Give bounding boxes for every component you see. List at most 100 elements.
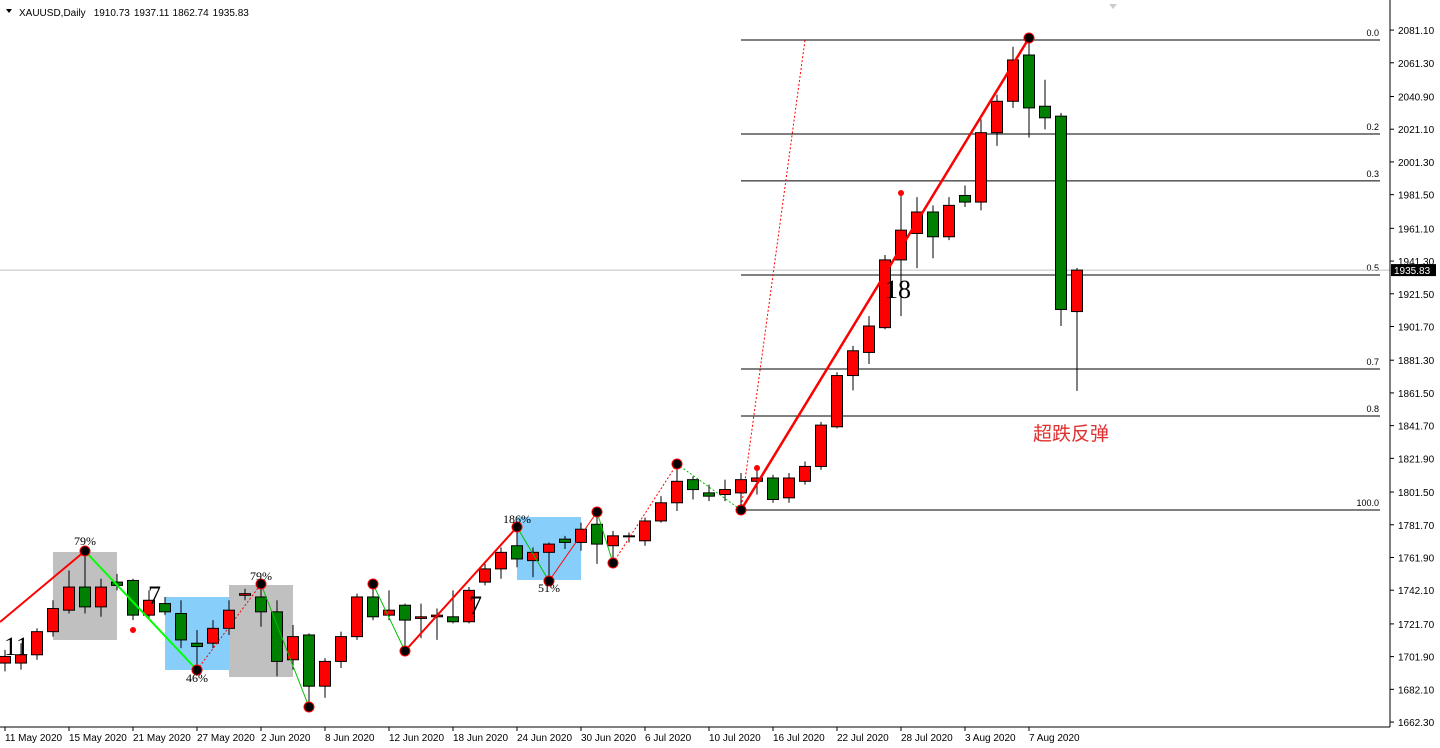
candle-body: [15, 654, 27, 664]
x-tick-label: 16 Jul 2020: [773, 733, 825, 744]
y-tick-label: 1881.30: [1398, 356, 1435, 367]
zigzag: [0, 32, 1035, 713]
candle-body: [943, 204, 955, 238]
pivot: [511, 521, 523, 533]
x-tick-label: 10 Jul 2020: [709, 733, 761, 744]
candle-body: [175, 612, 187, 641]
candle-body: [319, 660, 331, 687]
pivot: [303, 701, 315, 713]
candle-body: [31, 631, 43, 656]
candle-body: [703, 492, 715, 497]
candle-body: [159, 603, 171, 613]
x-tick-label: 22 Jul 2020: [837, 733, 889, 744]
zigzag-line: [404, 526, 518, 652]
zigzag-line: [84, 550, 198, 671]
symbol: XAUUSD,Daily: [19, 8, 86, 19]
candle-body: [1055, 115, 1067, 310]
last-price-label: 1935.83: [1394, 266, 1431, 277]
y-tick-label: 1961.10: [1398, 224, 1435, 235]
zigzag-line: [0, 550, 86, 623]
menu-arrow: [6, 9, 12, 13]
annotation: 51%: [538, 581, 560, 595]
fib-label: 0.5: [1366, 263, 1379, 273]
fractal-dot: [754, 465, 760, 471]
pivot: [367, 578, 379, 590]
pivot: [399, 645, 411, 657]
candle-body: [47, 608, 59, 633]
annotation: 超跌反弹: [1033, 423, 1109, 445]
candle-body: [479, 568, 491, 583]
axes: 1662.30 1682.10 1701.90 1721.70 1742.10 1761.…: [4, 26, 1436, 744]
candle-body: [335, 636, 347, 662]
annotation: 46%: [186, 671, 208, 685]
x-tick-label: 28 Jul 2020: [901, 733, 953, 744]
fib-label: 0.3: [1366, 169, 1379, 179]
candle-body: [591, 523, 603, 545]
candle-body: [127, 579, 139, 616]
candle-body: [783, 477, 795, 499]
y-tick-label: 1981.50: [1398, 191, 1435, 202]
zigzag-line: [596, 511, 614, 564]
candle-body: [527, 551, 539, 562]
candle-body: [847, 350, 859, 377]
candle-body: [559, 538, 571, 543]
candle-body: [639, 520, 651, 542]
annotation: 7: [148, 581, 161, 610]
candle-body: [671, 480, 683, 504]
header-low: 1862.74: [173, 8, 210, 19]
candle-body: [863, 325, 875, 353]
candle-body: [975, 132, 987, 203]
x-tick-label: 3 Aug 2020: [965, 733, 1016, 744]
pivot: [1023, 32, 1035, 44]
candle-body: [1039, 105, 1051, 119]
candles: [0, 40, 1390, 708]
header-high: 1937.11: [134, 8, 170, 19]
header-open: 1910.73: [94, 8, 131, 19]
candle-body: [511, 545, 523, 560]
last-price-box: [1391, 264, 1436, 277]
pivot: [735, 504, 747, 516]
x-tick-label: 21 May 2020: [133, 733, 191, 744]
fib-label: 0.8: [1366, 404, 1379, 414]
annotation: 79%: [250, 569, 272, 583]
candle-body: [623, 535, 635, 538]
candle-body: [655, 502, 667, 522]
candle-body: [383, 609, 395, 616]
y-tick-label: 2061.30: [1398, 59, 1435, 70]
y-tick-label: 1841.70: [1398, 422, 1435, 433]
y-tick-label: 2001.30: [1398, 158, 1435, 169]
y-tick-label: 1921.50: [1398, 290, 1435, 301]
x-tick-label: 2 Jun 2020: [261, 733, 311, 744]
annotation: 18: [885, 275, 911, 304]
candle-body: [143, 599, 155, 616]
candle-body: [367, 596, 379, 618]
x-tick-label: 12 Jun 2020: [389, 733, 444, 744]
x-tick-label: 15 May 2020: [69, 733, 127, 744]
fib-label: 0.0: [1366, 28, 1379, 38]
annotation: 11: [4, 632, 29, 661]
candle-body: [687, 479, 699, 491]
x-tick-label: 7 Aug 2020: [1029, 733, 1080, 744]
candle-body: [607, 535, 619, 547]
candle-body: [239, 593, 251, 596]
y-tick-label: 2081.10: [1398, 26, 1435, 37]
candle-body: [415, 616, 427, 619]
y-tick-label: 1662.30: [1398, 718, 1435, 729]
candle-body: [463, 589, 475, 623]
candle-body: [959, 194, 971, 203]
x-tick-label: 18 Jun 2020: [453, 733, 508, 744]
candle-body: [815, 424, 827, 467]
y-tick-label: 1861.50: [1398, 389, 1435, 400]
zigzag-line: [739, 37, 1031, 511]
x-tick-label: 24 Jun 2020: [517, 733, 572, 744]
candle-body: [255, 596, 267, 613]
candle-body: [543, 543, 555, 553]
candle-body: [767, 477, 779, 500]
y-tick-label: 1801.50: [1398, 488, 1435, 499]
candle-body: [831, 375, 843, 428]
pivot: [591, 506, 603, 518]
zigzag-line: [516, 526, 550, 582]
y-tick-label: 1701.90: [1398, 653, 1435, 664]
pivot: [543, 575, 555, 587]
